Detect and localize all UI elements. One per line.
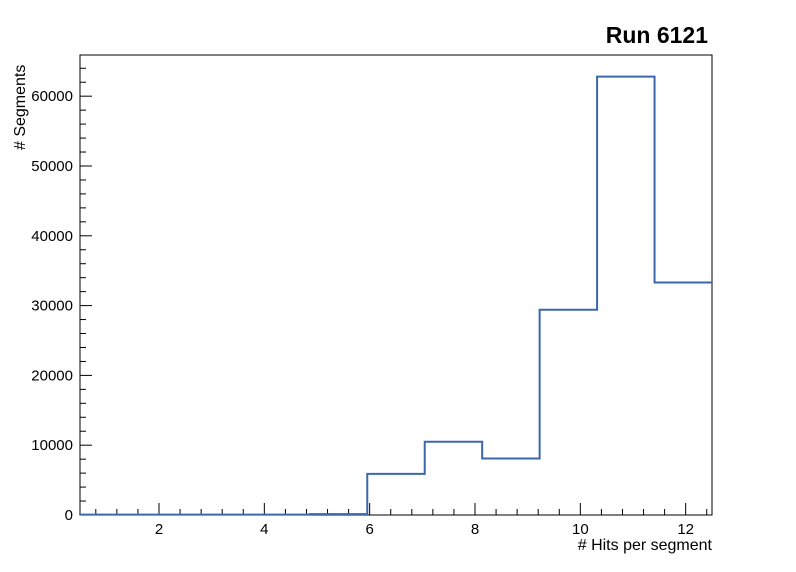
x-tick-label: 2 [155,521,163,538]
y-tick-label: 50000 [31,158,73,175]
x-tick-label: 6 [365,521,373,538]
axis-ticks: 2 4 6 8 10 12 0 10000 20000 30000 40000 50000 60000 [31,67,708,538]
y-axis-title: # Segments [12,65,29,150]
y-tick-label: 20000 [31,367,73,384]
y-tick-label: 0 [65,507,73,524]
x-axis-title: # Hits per segment [578,537,713,554]
y-tick-label: 40000 [31,228,73,245]
chart-title: Run 6121 [606,22,708,48]
histogram-line [80,75,712,516]
plot-frame [79,54,713,516]
x-tick-label: 10 [572,521,589,538]
x-tick-label: 12 [677,521,694,538]
x-tick-label: 8 [471,521,479,538]
y-tick-label: 60000 [31,88,73,105]
y-tick-label: 10000 [31,437,73,454]
y-tick-label: 30000 [31,298,73,315]
x-tick-label: 4 [260,521,268,538]
